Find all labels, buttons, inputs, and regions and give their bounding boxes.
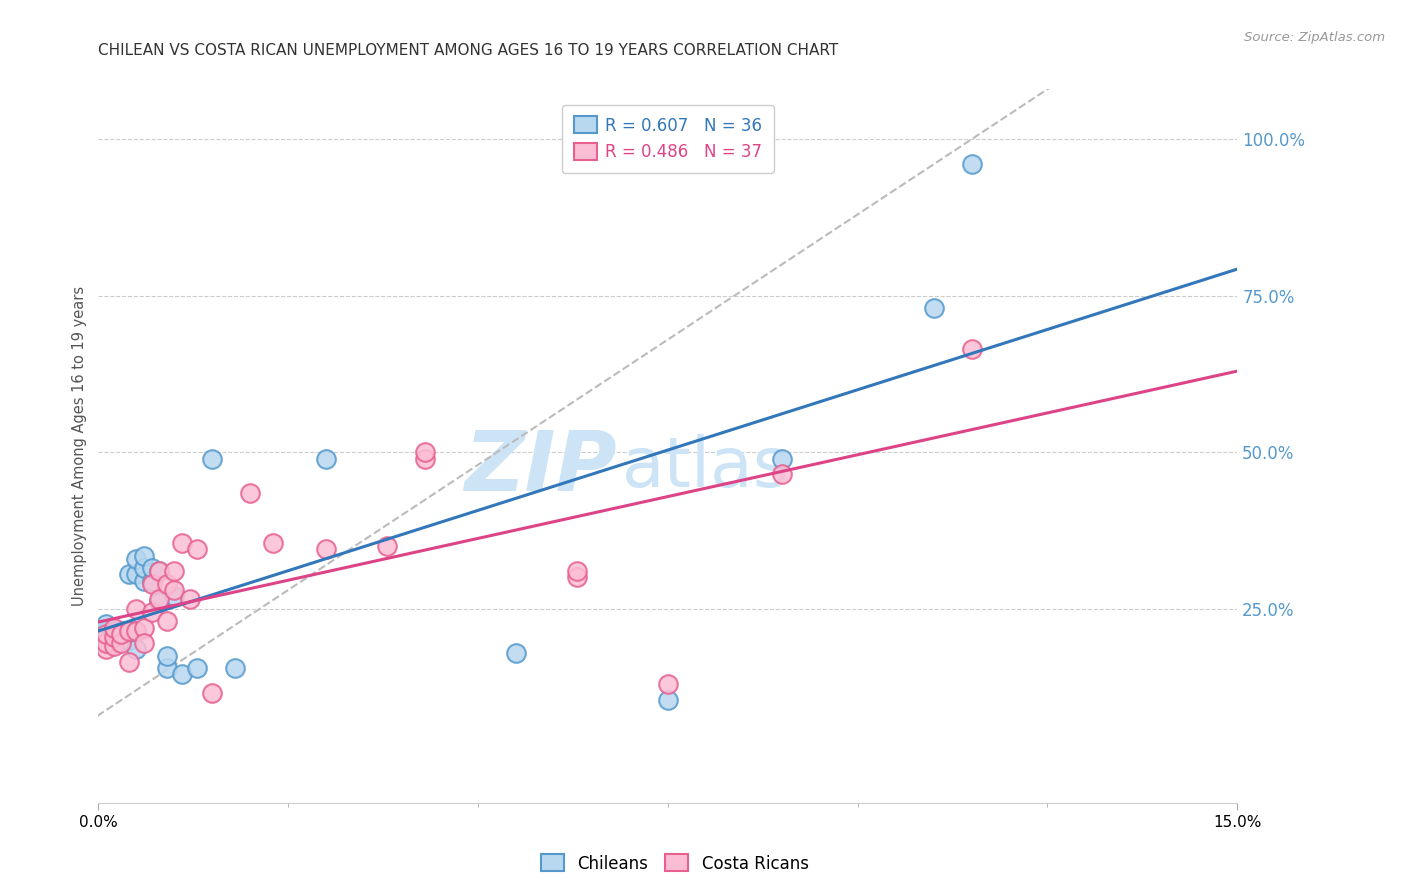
Point <box>94 627 117 641</box>
Point <box>103 636 125 650</box>
Point <box>110 624 132 638</box>
Point <box>224 661 246 675</box>
Point <box>125 551 148 566</box>
Point <box>110 633 132 648</box>
Point <box>186 542 208 557</box>
Point <box>163 564 186 578</box>
Point <box>163 589 186 603</box>
Point <box>315 542 337 557</box>
Point <box>148 595 170 609</box>
Point <box>103 640 125 654</box>
Point <box>94 636 117 650</box>
Point <box>141 561 163 575</box>
Point <box>118 567 141 582</box>
Text: atlas: atlas <box>623 434 790 501</box>
Point <box>148 564 170 578</box>
Point <box>179 592 201 607</box>
Y-axis label: Unemployment Among Ages 16 to 19 years: Unemployment Among Ages 16 to 19 years <box>72 286 87 606</box>
Point <box>565 564 588 578</box>
Point <box>922 301 945 316</box>
Point <box>156 648 179 663</box>
Point <box>103 621 125 635</box>
Point <box>132 636 155 650</box>
Point <box>505 646 527 660</box>
Point <box>103 624 125 638</box>
Point <box>118 624 141 638</box>
Point <box>118 624 141 638</box>
Point <box>148 564 170 578</box>
Point <box>156 614 179 628</box>
Legend: Chileans, Costa Ricans: Chileans, Costa Ricans <box>534 847 815 880</box>
Point <box>110 627 132 641</box>
Point <box>94 630 117 644</box>
Point <box>125 624 148 638</box>
Point <box>201 451 224 466</box>
Point <box>132 561 155 575</box>
Point <box>239 486 262 500</box>
Point <box>125 624 148 638</box>
Point <box>125 567 148 582</box>
Point <box>657 677 679 691</box>
Point <box>125 642 148 657</box>
Point <box>110 636 132 650</box>
Point <box>118 655 141 669</box>
Point <box>770 451 793 466</box>
Point <box>960 342 983 356</box>
Point <box>413 451 436 466</box>
Point <box>118 633 141 648</box>
Point <box>163 582 186 597</box>
Point <box>148 592 170 607</box>
Point <box>565 570 588 584</box>
Point <box>375 539 398 553</box>
Point <box>156 661 179 675</box>
Point <box>103 630 125 644</box>
Point <box>960 157 983 171</box>
Point <box>262 536 284 550</box>
Point <box>132 621 155 635</box>
Text: ZIP: ZIP <box>464 427 617 508</box>
Point <box>141 574 163 588</box>
Point <box>186 661 208 675</box>
Point <box>141 605 163 619</box>
Point <box>170 536 193 550</box>
Point <box>125 601 148 615</box>
Point <box>132 574 155 588</box>
Point <box>170 667 193 681</box>
Point <box>94 642 117 657</box>
Point <box>201 686 224 700</box>
Point <box>94 617 117 632</box>
Point <box>315 451 337 466</box>
Point <box>94 624 117 638</box>
Point <box>103 630 125 644</box>
Legend: R = 0.607   N = 36, R = 0.486   N = 37: R = 0.607 N = 36, R = 0.486 N = 37 <box>562 104 773 173</box>
Point <box>132 549 155 563</box>
Text: CHILEAN VS COSTA RICAN UNEMPLOYMENT AMONG AGES 16 TO 19 YEARS CORRELATION CHART: CHILEAN VS COSTA RICAN UNEMPLOYMENT AMON… <box>98 43 838 58</box>
Point <box>657 692 679 706</box>
Point <box>94 636 117 650</box>
Text: Source: ZipAtlas.com: Source: ZipAtlas.com <box>1244 31 1385 45</box>
Point <box>156 576 179 591</box>
Point <box>413 445 436 459</box>
Point <box>770 467 793 482</box>
Point <box>141 576 163 591</box>
